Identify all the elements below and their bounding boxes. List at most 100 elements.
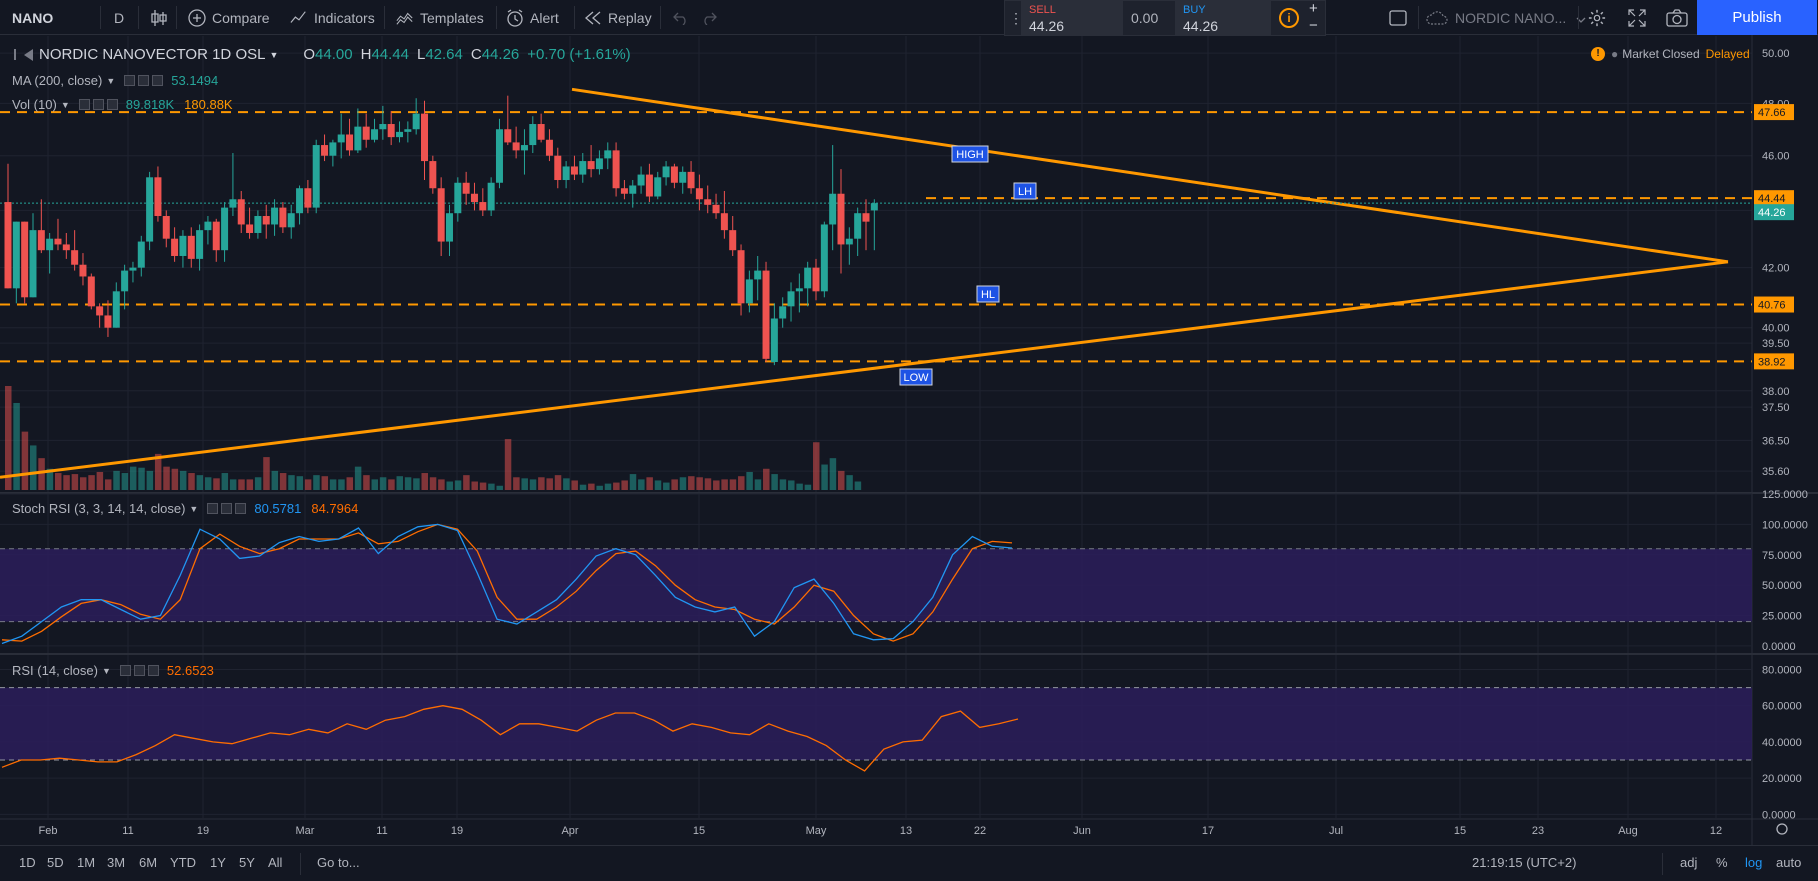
volume-bar <box>121 473 129 490</box>
indicator-series <box>1 523 1019 772</box>
candle-body <box>745 279 753 304</box>
range-5y[interactable]: 5Y <box>239 855 255 870</box>
chevron-down-icon[interactable]: ▼ <box>269 49 279 60</box>
buy-button[interactable]: BUY 44.26 <box>1175 1 1271 36</box>
volume-bar <box>629 474 637 490</box>
stoch-rsi-legend[interactable]: Stoch RSI (3, 3, 14, 14, close) ▼ 80.578… <box>12 501 358 516</box>
fullscreen-button[interactable] <box>1628 0 1652 35</box>
clock[interactable]: 21:19:15 (UTC+2) <box>1472 855 1577 870</box>
volume-bar <box>588 483 595 490</box>
indicators-button[interactable]: Indicators <box>290 0 375 35</box>
rsi-legend[interactable]: RSI (14, close) ▼ 52.6523 <box>12 663 214 678</box>
percent-toggle[interactable]: % <box>1716 855 1728 870</box>
candle-body <box>421 113 428 162</box>
range-3m[interactable]: 3M <box>107 855 126 870</box>
volume-bar <box>746 471 753 490</box>
eye-icon[interactable] <box>124 75 136 86</box>
ma-legend[interactable]: MA (200, close) ▼ 53.1494 <box>12 73 218 88</box>
close-icon[interactable] <box>235 503 247 514</box>
status-dot-icon: ● <box>1611 47 1619 61</box>
quantity-minus-button[interactable]: − <box>1309 17 1318 34</box>
interval-button[interactable]: D <box>114 9 125 26</box>
undo-button[interactable] <box>672 0 696 35</box>
range-5d[interactable]: 5D <box>47 855 64 870</box>
gear-icon[interactable] <box>92 99 104 110</box>
sell-button[interactable]: SELL 44.26 <box>1021 1 1123 36</box>
log-toggle[interactable]: log <box>1745 855 1763 870</box>
range-6m[interactable]: 6M <box>139 855 158 870</box>
alert-button[interactable]: Alert <box>506 0 559 35</box>
volume-bar <box>838 470 845 490</box>
rsi-value: 52.6523 <box>166 663 214 678</box>
volume-bar <box>254 477 262 490</box>
compare-button[interactable]: Compare <box>188 0 270 35</box>
replay-button[interactable]: Replay <box>584 0 652 35</box>
gear-icon[interactable] <box>221 503 233 514</box>
time-tick-label: Aug <box>1618 825 1638 837</box>
adj-toggle[interactable]: adj <box>1680 855 1698 870</box>
candle-body <box>695 188 703 200</box>
volume-bar <box>213 478 220 490</box>
rsi-tick-label: 80.0000 <box>1762 664 1802 676</box>
layout-button[interactable] <box>1389 0 1413 35</box>
legend-flag-icon <box>24 48 33 61</box>
market-closed-label: Market Closed <box>1622 47 1700 61</box>
redo-icon <box>700 9 718 27</box>
symbol-search[interactable]: NANO <box>12 9 54 26</box>
candle-body <box>820 224 828 292</box>
volume-legend[interactable]: Vol (10) ▼ 89.818K 180.88K <box>12 97 233 112</box>
close-icon[interactable] <box>152 75 164 86</box>
stoch-k-value: 80.5781 <box>254 501 302 516</box>
eye-icon[interactable] <box>78 99 90 110</box>
bar-style-button[interactable] <box>150 0 174 35</box>
legend-collapse-icon[interactable] <box>14 49 22 60</box>
volume-bar <box>163 466 170 490</box>
range-all[interactable]: All <box>268 855 283 870</box>
chevron-down-icon[interactable]: ▼ <box>60 99 70 110</box>
range-1d[interactable]: 1D <box>19 855 36 870</box>
chevron-down-icon[interactable]: ▼ <box>101 665 111 676</box>
symbol-legend: NORDIC NANOVECTOR 1D OSL ▼ O 44.00 H 44.44… <box>14 46 631 63</box>
symbol-name[interactable]: NORDIC NANOVECTOR <box>39 46 208 63</box>
candle-body <box>79 264 87 277</box>
settings-button[interactable] <box>1588 0 1612 35</box>
quantity-plus-button[interactable]: + <box>1309 0 1318 17</box>
info-icon[interactable]: i <box>1279 8 1299 28</box>
templates-button[interactable]: Templates <box>396 0 484 35</box>
chevron-down-icon[interactable]: ▼ <box>189 503 199 514</box>
range-1y[interactable]: 1Y <box>210 855 226 870</box>
candle-body <box>454 182 462 214</box>
goto-button[interactable]: Go to... <box>317 855 360 870</box>
range-ytd[interactable]: YTD <box>170 855 196 870</box>
candle-body <box>470 193 478 203</box>
gear-icon[interactable] <box>133 665 145 676</box>
close-icon[interactable] <box>106 99 118 110</box>
eye-icon[interactable] <box>119 665 131 676</box>
drag-icon[interactable]: ⋮ <box>1009 10 1023 26</box>
close-label: C <box>470 46 482 63</box>
candle-body <box>154 177 162 217</box>
replay-label: Replay <box>608 9 652 26</box>
chevron-down-icon[interactable]: ▼ <box>106 75 116 86</box>
close-icon[interactable] <box>147 665 159 676</box>
candle-body <box>62 244 70 251</box>
range-1m[interactable]: 1M <box>77 855 96 870</box>
volume-bar <box>304 479 312 490</box>
volume-bar <box>579 484 587 490</box>
gear-icon[interactable] <box>138 75 150 86</box>
publish-button[interactable]: Publish <box>1697 0 1817 35</box>
auto-toggle[interactable]: auto <box>1776 855 1802 870</box>
rsi-tick-label: 20.0000 <box>1762 773 1802 785</box>
snapshot-button[interactable] <box>1666 0 1694 35</box>
layout-icon <box>1389 9 1407 27</box>
time-tick-label: 11 <box>122 825 133 837</box>
volume-bar <box>46 468 54 490</box>
eye-icon[interactable] <box>207 503 219 514</box>
replay-icon <box>584 9 602 27</box>
candle-body <box>854 213 862 239</box>
volume-bar <box>338 479 345 490</box>
layout-name-button[interactable]: NORDIC NANO... <box>1425 0 1586 35</box>
open-label: O <box>303 46 316 63</box>
redo-button[interactable] <box>700 0 724 35</box>
